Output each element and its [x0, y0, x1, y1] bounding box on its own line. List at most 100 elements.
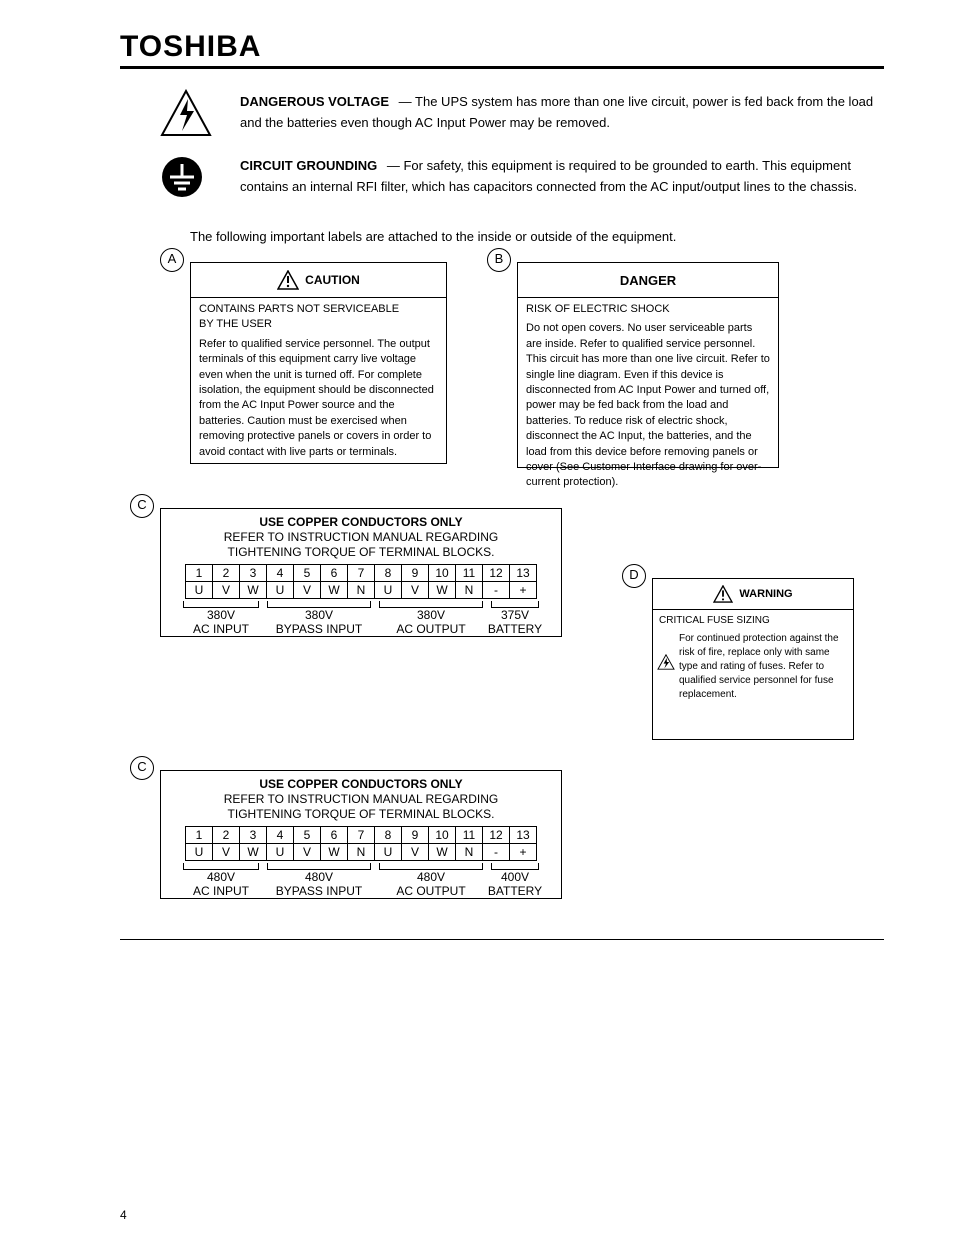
- term-cell: U: [267, 844, 294, 861]
- label-c1-letter: C: [130, 494, 154, 518]
- group-label: AC OUTPUT: [396, 622, 465, 636]
- label-d-title: WARNING: [739, 588, 792, 600]
- term-col: 12: [483, 565, 510, 582]
- warning-icon: [713, 585, 733, 603]
- term-cell: W: [240, 844, 267, 861]
- term-text1-2: REFER TO INSTRUCTION MANUAL REGARDING: [167, 792, 555, 807]
- term-col: 9: [402, 565, 429, 582]
- term-text2: TIGHTENING TORQUE OF TERMINAL BLOCKS.: [167, 545, 555, 560]
- label-a-wrap: A CAUTION CONTAINS PARTS NOT SERVICEABLE…: [190, 262, 447, 464]
- group-voltage: 380V: [207, 608, 235, 622]
- label-b-wrap: B DANGER RISK OF ELECTRIC SHOCK Do not o…: [517, 262, 779, 468]
- term-col: 12: [483, 827, 510, 844]
- term-cell: U: [267, 582, 294, 599]
- term-col: 11: [456, 827, 483, 844]
- term-col: 3: [240, 565, 267, 582]
- label-a-body: Refer to qualified service personnel. Th…: [199, 337, 438, 460]
- group-label: BATTERY: [488, 622, 542, 636]
- term-col: 3: [240, 827, 267, 844]
- term-cell: U: [375, 844, 402, 861]
- term-col: 10: [429, 565, 456, 582]
- term-title: USE COPPER CONDUCTORS ONLY: [167, 515, 555, 530]
- term-cell: V: [402, 582, 429, 599]
- term-col: 5: [294, 827, 321, 844]
- term-cell: +: [510, 844, 537, 861]
- term-cell: U: [186, 582, 213, 599]
- label-c2-wrap: C USE COPPER CONDUCTORS ONLY REFER TO IN…: [160, 770, 884, 899]
- labels-intro: The following important labels are attac…: [190, 229, 884, 244]
- term-col: 11: [456, 565, 483, 582]
- page-number: 4: [120, 1208, 127, 1222]
- label-b-line1: RISK OF ELECTRIC SHOCK: [526, 302, 770, 317]
- term-cell: N: [456, 844, 483, 861]
- term-cell: W: [429, 844, 456, 861]
- group-voltage: 380V: [305, 608, 333, 622]
- label-c2-letter: C: [130, 756, 154, 780]
- term-cell: V: [294, 844, 321, 861]
- group-label: BYPASS INPUT: [276, 622, 362, 636]
- term-col: 13: [510, 565, 537, 582]
- terminal-table-2: 12345678910111213 UVWUVWNUVWN-+: [185, 826, 537, 861]
- term-col: 5: [294, 565, 321, 582]
- label-a-letter: A: [160, 248, 184, 272]
- term-title-2: USE COPPER CONDUCTORS ONLY: [167, 777, 555, 792]
- high-voltage-icon: [160, 89, 220, 137]
- label-b-body: Do not open covers. No user serviceable …: [526, 321, 770, 490]
- term-col: 9: [402, 827, 429, 844]
- term-text2-2: TIGHTENING TORQUE OF TERMINAL BLOCKS.: [167, 807, 555, 822]
- term-cell: N: [348, 582, 375, 599]
- safety-row-ground: CIRCUIT GROUNDING — For safety, this equ…: [160, 155, 884, 199]
- term-cell: U: [186, 844, 213, 861]
- safety-title-2: CIRCUIT GROUNDING: [240, 158, 377, 173]
- term-col: 1: [186, 565, 213, 582]
- group-voltage: 480V: [207, 870, 235, 884]
- group-voltage: 380V: [417, 608, 445, 622]
- term-col: 2: [213, 827, 240, 844]
- label-b-title: DANGER: [620, 273, 676, 288]
- caution-icon: [277, 270, 299, 290]
- group-voltage: 480V: [417, 870, 445, 884]
- term-col: 6: [321, 827, 348, 844]
- label-b-letter: B: [487, 248, 511, 272]
- term-col: 6: [321, 565, 348, 582]
- term-col: 7: [348, 565, 375, 582]
- term-cell: W: [321, 582, 348, 599]
- term-col: 2: [213, 565, 240, 582]
- term-col: 4: [267, 565, 294, 582]
- term-cell: N: [348, 844, 375, 861]
- label-a-line2: BY THE USER: [199, 317, 438, 332]
- label-d-wrap: D WARNING CRITICAL FUSE SIZING For conti…: [652, 578, 854, 740]
- term-cell: V: [213, 582, 240, 599]
- group-label: BYPASS INPUT: [276, 884, 362, 898]
- label-c1-wrap: C USE COPPER CONDUCTORS ONLY REFER TO IN…: [160, 508, 562, 637]
- group-voltage: 480V: [305, 870, 333, 884]
- terminal-table-1: 12345678910111213 UVWUVWNUVWN-+: [185, 564, 537, 599]
- term-col: 8: [375, 565, 402, 582]
- term-cell: V: [402, 844, 429, 861]
- term-col: 13: [510, 827, 537, 844]
- term-cell: W: [240, 582, 267, 599]
- term-text1: REFER TO INSTRUCTION MANUAL REGARDING: [167, 530, 555, 545]
- term-cell: -: [483, 844, 510, 861]
- label-d-letter: D: [622, 564, 646, 588]
- ground-icon: [160, 155, 220, 199]
- label-d-body: For continued protection against the ris…: [659, 632, 847, 702]
- term-col: 10: [429, 827, 456, 844]
- group-voltage: 375V: [501, 608, 529, 622]
- term-col: 7: [348, 827, 375, 844]
- group-label: AC INPUT: [193, 884, 249, 898]
- term-cell: N: [456, 582, 483, 599]
- hv-bolt-icon: [657, 654, 675, 670]
- label-a-title: CAUTION: [305, 273, 360, 287]
- term-cell: +: [510, 582, 537, 599]
- brand-logo: TOSHIBA: [120, 30, 884, 64]
- term-col: 4: [267, 827, 294, 844]
- term-cell: U: [375, 582, 402, 599]
- term-col: 8: [375, 827, 402, 844]
- label-d-line1: CRITICAL FUSE SIZING: [659, 614, 847, 628]
- group-label: BATTERY: [488, 884, 542, 898]
- rule-bottom: [120, 939, 884, 940]
- rule-top: [120, 66, 884, 69]
- group-voltage: 400V: [501, 870, 529, 884]
- term-cell: -: [483, 582, 510, 599]
